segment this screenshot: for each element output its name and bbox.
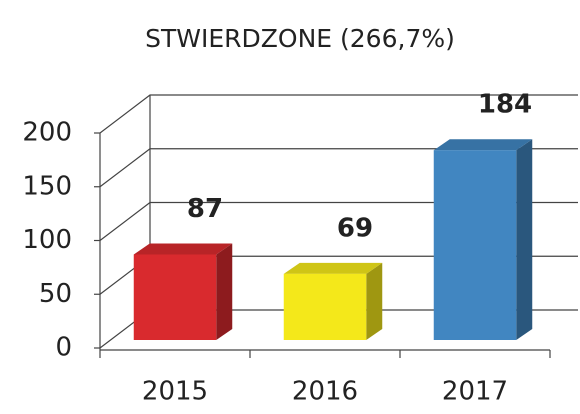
bar-top (283, 262, 383, 274)
y-tick-label: 0 (55, 333, 72, 363)
x-tick-label: 2015 (142, 377, 208, 407)
y-tick-label: 50 (39, 279, 72, 309)
data-label: 184 (478, 90, 532, 120)
bar-top (133, 243, 233, 255)
bar-side (366, 262, 383, 340)
bar-side (516, 139, 533, 340)
data-label: 69 (337, 213, 373, 243)
grid-line (99, 94, 578, 134)
data-label: 87 (187, 194, 223, 224)
bar (433, 150, 517, 340)
y-tick-label: 200 (22, 118, 72, 148)
y-tick-label: 100 (22, 225, 72, 255)
x-tick-label: 2017 (442, 377, 508, 407)
chart-title: STWIERDZONE (266,7%) (145, 24, 455, 53)
y-tick-label: 150 (22, 171, 72, 201)
grid-line (99, 148, 578, 188)
bar (283, 273, 367, 340)
bar-side (216, 243, 233, 340)
bar (133, 254, 217, 340)
bar-top (433, 139, 533, 151)
x-tick-label: 2016 (292, 377, 358, 407)
